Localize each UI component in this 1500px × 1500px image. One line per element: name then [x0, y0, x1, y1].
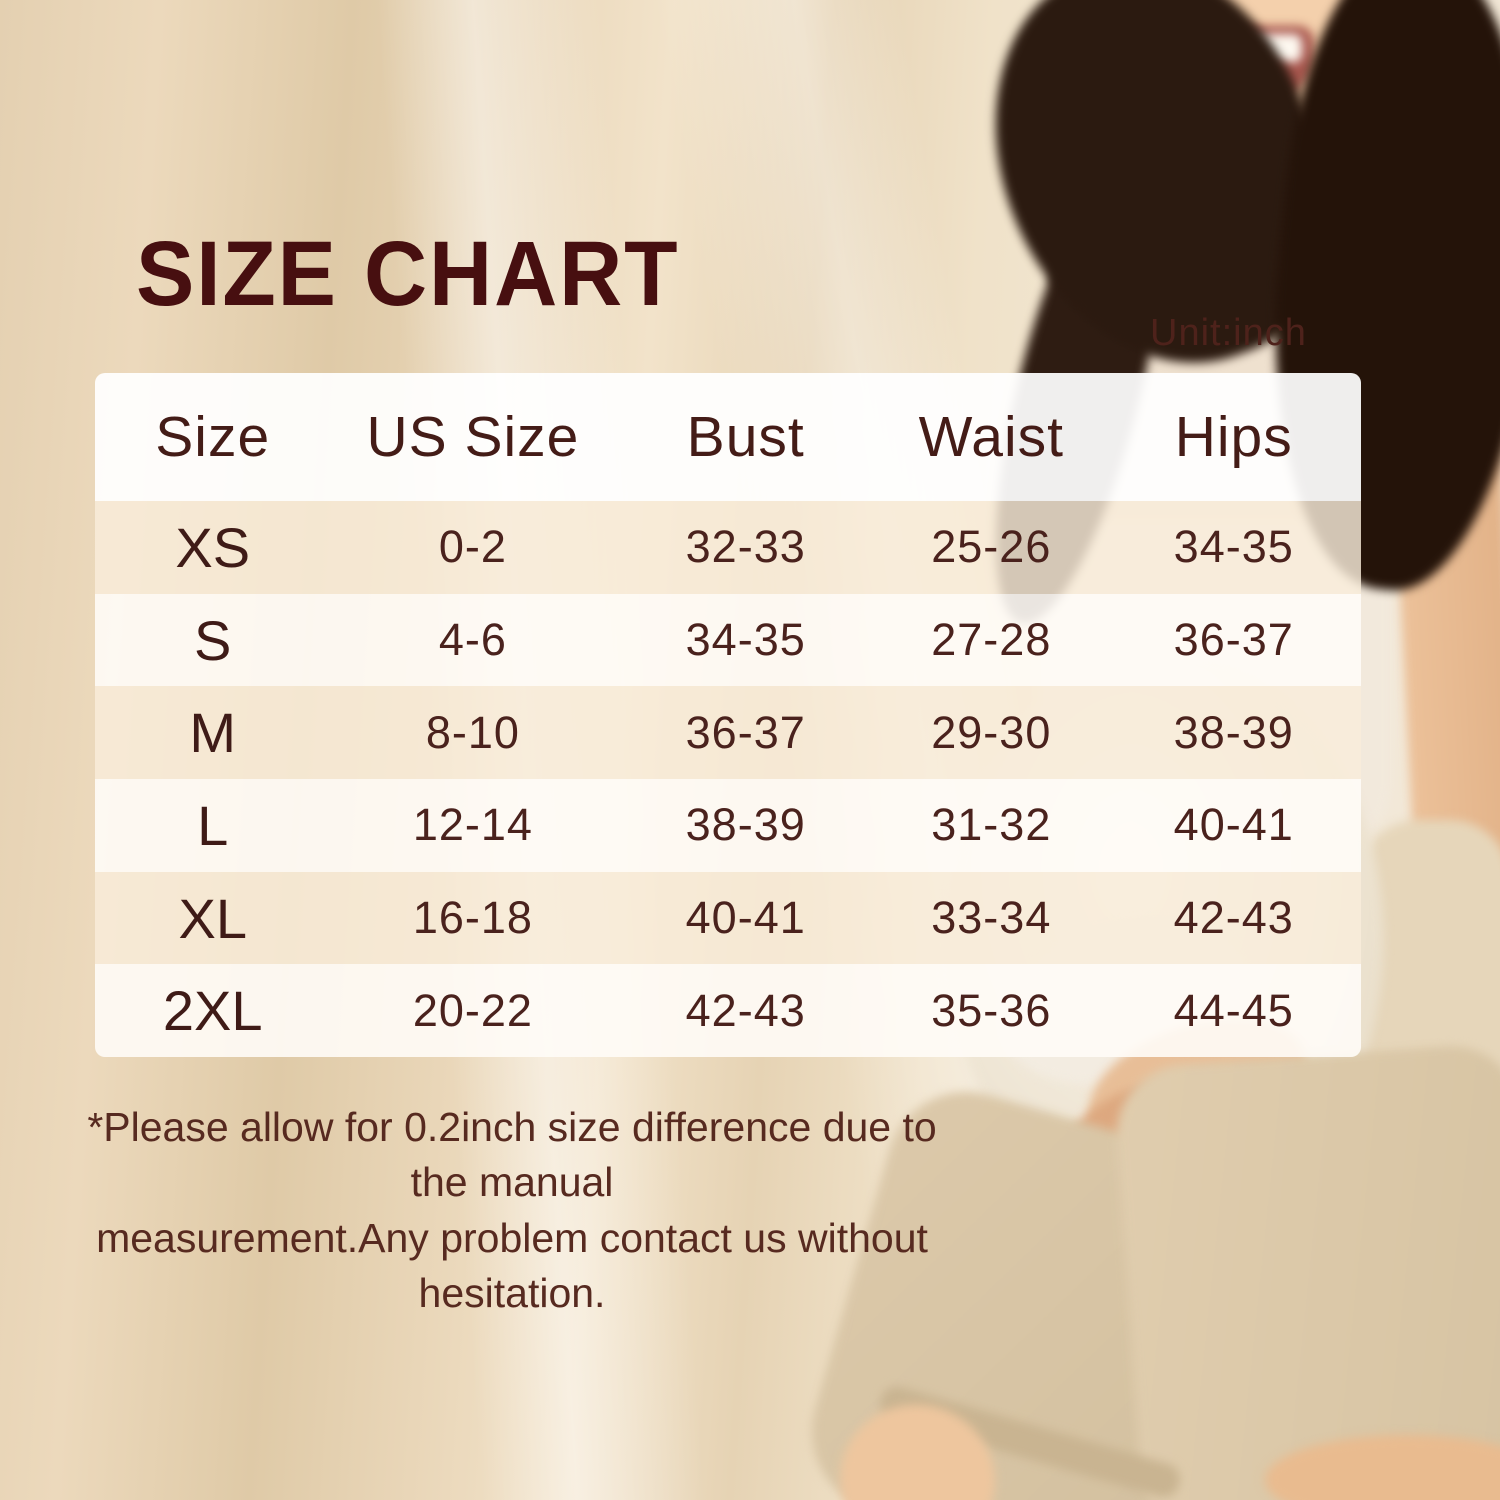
- table-cell: 42-43: [1173, 892, 1294, 944]
- measurement-note-line1: *Please allow for 0.2inch size differenc…: [87, 1104, 937, 1206]
- table-cell: XS: [175, 515, 251, 579]
- table-cell: 32-33: [685, 521, 806, 573]
- table-cell: 34-35: [1173, 521, 1294, 573]
- table-cell: L: [197, 793, 229, 857]
- size-table: Size US Size Bust Waist Hips XS 0-2 32-3…: [95, 373, 1361, 1057]
- page-title: SIZE CHART: [136, 223, 680, 325]
- table-cell: 20-22: [412, 984, 533, 1036]
- table-cell: 36-37: [1173, 614, 1294, 665]
- table-row: S 4-6 34-35 27-28 36-37: [95, 593, 1361, 687]
- table-cell: 36-37: [685, 706, 806, 758]
- column-header-waist: Waist: [918, 405, 1064, 469]
- column-header-bust: Bust: [686, 405, 805, 469]
- table-cell: 29-30: [931, 706, 1052, 758]
- table-cell: 0-2: [438, 521, 507, 573]
- table-cell: 40-41: [685, 892, 806, 944]
- table-row: L 12-14 38-39 31-32 40-41: [95, 779, 1361, 872]
- table-row: XS 0-2 32-33 25-26 34-35: [95, 501, 1361, 594]
- table-row: M 8-10 36-37 29-30 38-39: [95, 686, 1361, 780]
- table-cell: 38-39: [1173, 706, 1294, 758]
- table-cell: 2XL: [162, 979, 263, 1043]
- measurement-note-line2: measurement.Any problem contact us witho…: [96, 1214, 928, 1317]
- table-cell: 31-32: [931, 799, 1052, 851]
- column-header-us-size: US Size: [366, 405, 580, 469]
- table-cell: 25-26: [931, 521, 1052, 573]
- table-cell: 16-18: [412, 892, 533, 944]
- table-cell: 42-43: [685, 984, 806, 1036]
- table-cell: 40-41: [1173, 799, 1294, 851]
- table-cell: XL: [178, 886, 247, 950]
- table-cell: 8-10: [425, 706, 520, 758]
- measurement-note: *Please allow for 0.2inch size differenc…: [84, 1100, 940, 1321]
- table-cell: M: [189, 701, 237, 765]
- column-header-size: Size: [155, 405, 271, 469]
- table-header-row: Size US Size Bust Waist Hips: [95, 373, 1361, 501]
- shapewear-shorts-right: [1112, 1041, 1500, 1500]
- table-row: 2XL 20-22 42-43 35-36 44-45: [95, 964, 1361, 1057]
- table-cell: 4-6: [438, 614, 507, 665]
- table-cell: 12-14: [412, 799, 533, 851]
- table-cell: 35-36: [931, 984, 1052, 1036]
- table-cell: 34-35: [685, 614, 806, 665]
- table-cell: 33-34: [931, 892, 1052, 944]
- table-cell: 27-28: [931, 614, 1052, 665]
- unit-label: Unit:inch: [1150, 312, 1307, 354]
- table-cell: 44-45: [1173, 984, 1294, 1036]
- table-cell: 38-39: [685, 799, 806, 851]
- table-cell: S: [194, 608, 232, 672]
- table-row: XL 16-18 40-41 33-34 42-43: [95, 871, 1361, 965]
- column-header-hips: Hips: [1174, 405, 1293, 469]
